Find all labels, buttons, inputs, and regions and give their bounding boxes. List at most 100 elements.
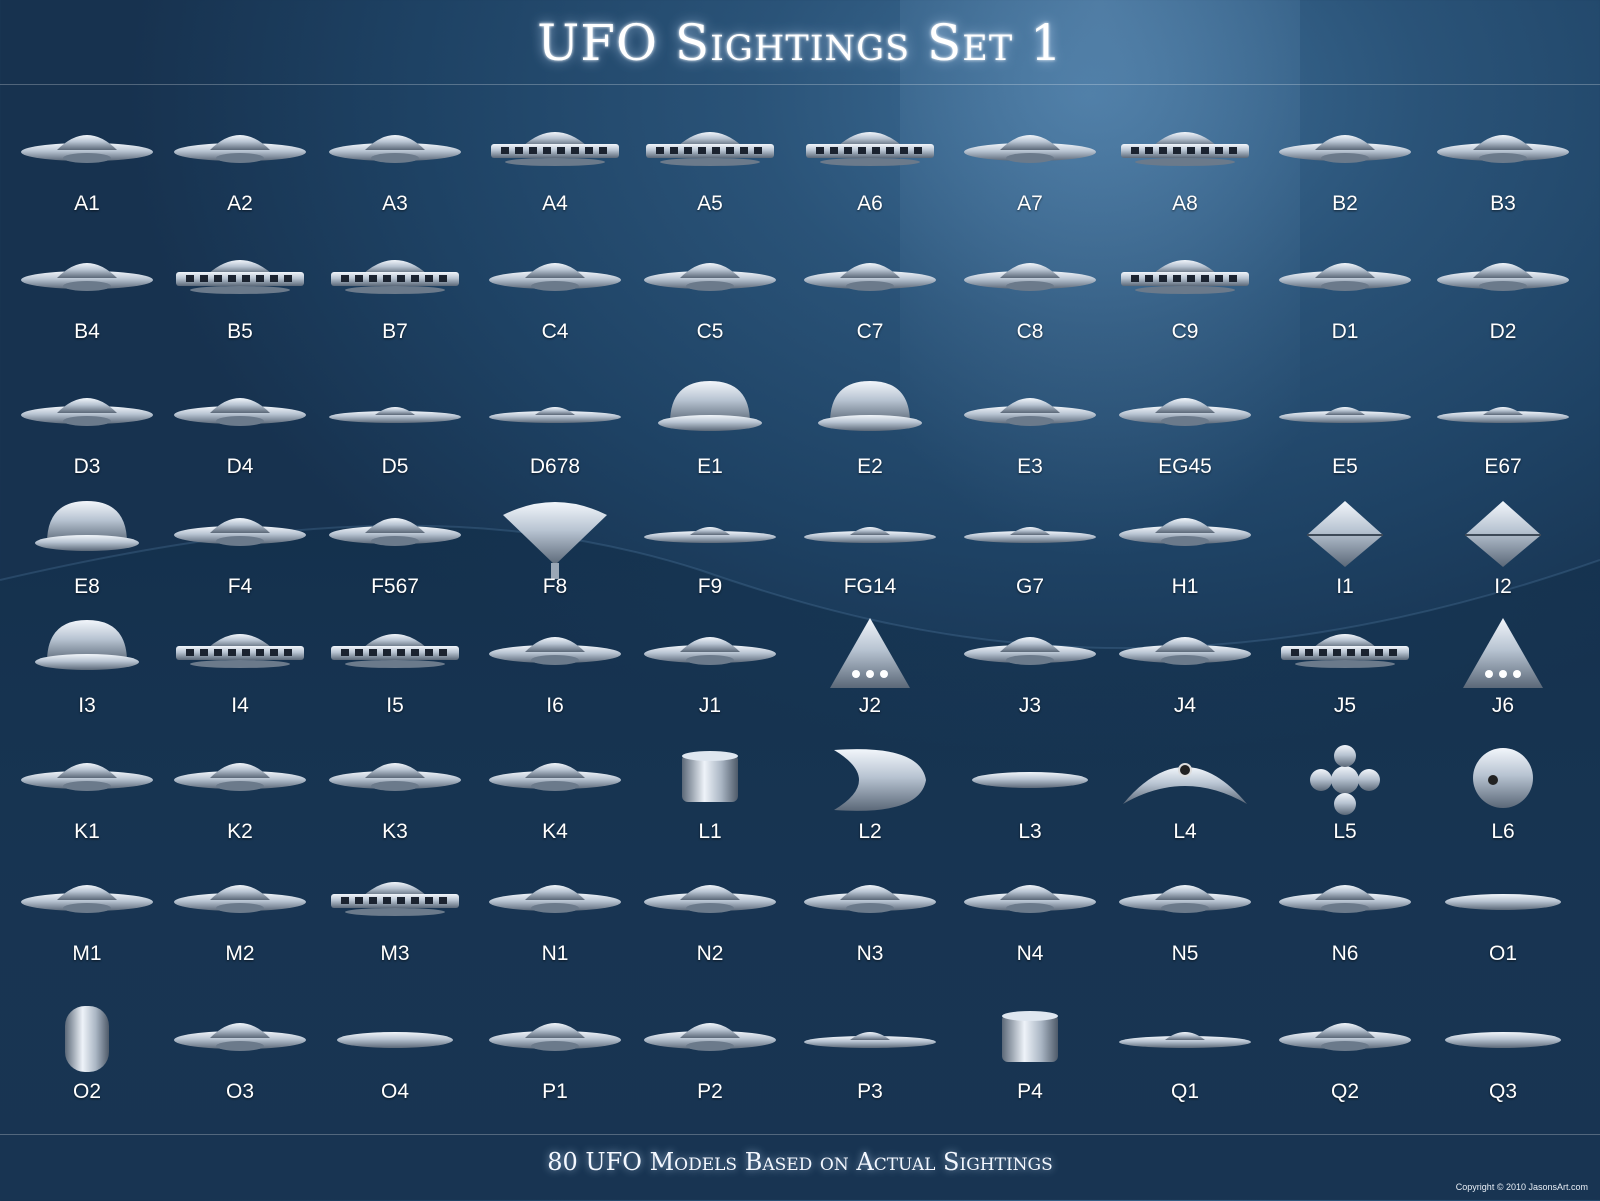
ufo-model: L1 [635, 740, 785, 850]
ufo-model: D678 [480, 375, 630, 485]
ufo-model: Q1 [1110, 1000, 1260, 1110]
ufo-dome-icon [658, 381, 762, 431]
ufo-windowed-icon [646, 132, 774, 166]
ufo-model: K2 [165, 740, 315, 850]
ufo-saucer-icon [964, 398, 1096, 426]
ufo-flat-icon [804, 527, 936, 543]
ufo-model: Q3 [1428, 1000, 1578, 1110]
ufo-model: C7 [795, 240, 945, 350]
ufo-label: D3 [73, 455, 101, 478]
ufo-flat-icon [644, 527, 776, 543]
ufo-model: L4 [1110, 740, 1260, 850]
ufo-label: J5 [1333, 694, 1357, 717]
ufo-saucer-icon [644, 637, 776, 665]
ufo-model: O1 [1428, 862, 1578, 972]
ufo-label: D1 [1331, 320, 1359, 343]
ufo-label: F9 [697, 575, 723, 598]
ufo-model: A6 [795, 112, 945, 222]
ufo-model: F567 [320, 495, 470, 605]
ufo-model: I1 [1270, 495, 1420, 605]
ufo-label: L4 [1173, 820, 1197, 843]
ufo-label: P3 [857, 1080, 883, 1103]
ufo-saucer-icon [1119, 518, 1251, 546]
ufo-label: FG14 [843, 575, 897, 598]
ufo-label: C8 [1016, 320, 1044, 343]
ufo-flat-icon [804, 1032, 936, 1048]
ufo-dome-icon [35, 501, 139, 551]
ufo-model: C8 [955, 240, 1105, 350]
ufo-label: N1 [541, 942, 569, 965]
ufo-model: K1 [12, 740, 162, 850]
ufo-saucer-icon [489, 763, 621, 791]
ufo-saucer-icon [174, 885, 306, 913]
ufo-label: EG45 [1158, 455, 1212, 478]
ufo-label: B7 [382, 320, 408, 343]
ufo-model: N2 [635, 862, 785, 972]
ufo-model: P3 [795, 1000, 945, 1110]
ufo-label: A4 [542, 192, 568, 215]
ufo-model: A8 [1110, 112, 1260, 222]
header: UFO Sightings Set 1 [0, 0, 1600, 85]
ufo-saucer-icon [489, 1023, 621, 1051]
ufo-saucer-icon [329, 763, 461, 791]
ufo-model: E3 [955, 375, 1105, 485]
ufo-saucer-icon [1119, 637, 1251, 665]
ufo-saucer-icon [1279, 263, 1411, 291]
ufo-model: FG14 [795, 495, 945, 605]
ufo-model: A3 [320, 112, 470, 222]
ufo-model: I5 [320, 614, 470, 724]
ufo-model: E2 [795, 375, 945, 485]
ufo-label: B5 [227, 320, 253, 343]
ufo-label: I3 [78, 694, 96, 717]
ufo-model: N1 [480, 862, 630, 972]
ufo-saucer-icon [1437, 263, 1569, 291]
ufo-model: C9 [1110, 240, 1260, 350]
ufo-label: N5 [1171, 942, 1199, 965]
ufo-model: A4 [480, 112, 630, 222]
ufo-label: I4 [231, 694, 249, 717]
ufo-cluster-icon [1310, 745, 1380, 815]
ufo-label: P4 [1017, 1080, 1043, 1103]
ufo-model: F8 [480, 495, 630, 605]
ufo-saucer-icon [329, 135, 461, 163]
ufo-windowed-icon [331, 634, 459, 668]
ufo-label: C5 [696, 320, 724, 343]
ufo-model: J6 [1428, 614, 1578, 724]
ufo-model: B7 [320, 240, 470, 350]
ufo-label: P2 [697, 1080, 723, 1103]
ufo-label: J1 [698, 694, 722, 717]
ufo-windowed-icon [176, 634, 304, 668]
copyright-notice: Copyright © 2010 JasonsArt.com [1455, 1182, 1588, 1192]
ufo-saucer-icon [644, 263, 776, 291]
ufo-model: M2 [165, 862, 315, 972]
ufo-cigar-icon [1445, 894, 1561, 910]
ufo-model: M1 [12, 862, 162, 972]
ufo-label: I5 [386, 694, 404, 717]
ufo-model: N6 [1270, 862, 1420, 972]
ufo-label: B3 [1490, 192, 1516, 215]
ufo-model: D3 [12, 375, 162, 485]
ufo-windowed-icon [1121, 260, 1249, 294]
ufo-windowed-icon [331, 260, 459, 294]
ufo-windowed-icon [491, 132, 619, 166]
ufo-model: L6 [1428, 740, 1578, 850]
ufo-label: I1 [1336, 575, 1354, 598]
ufo-saucer-icon [489, 885, 621, 913]
ufo-windowed-icon [806, 132, 934, 166]
ufo-model: L2 [795, 740, 945, 850]
ufo-saucer-icon [964, 263, 1096, 291]
ufo-label: O4 [380, 1080, 409, 1103]
ufo-model: EG45 [1110, 375, 1260, 485]
ufo-model: O4 [320, 1000, 470, 1110]
ufo-diamond-icon [1465, 501, 1541, 567]
ufo-label: M2 [225, 942, 255, 965]
ufo-model: C4 [480, 240, 630, 350]
ufo-model: O2 [12, 1000, 162, 1110]
ufo-saucer-icon [174, 518, 306, 546]
ufo-label: N6 [1331, 942, 1359, 965]
ufo-model: I2 [1428, 495, 1578, 605]
ufo-label: D4 [226, 455, 254, 478]
ufo-model: A5 [635, 112, 785, 222]
ufo-label: A8 [1172, 192, 1198, 215]
